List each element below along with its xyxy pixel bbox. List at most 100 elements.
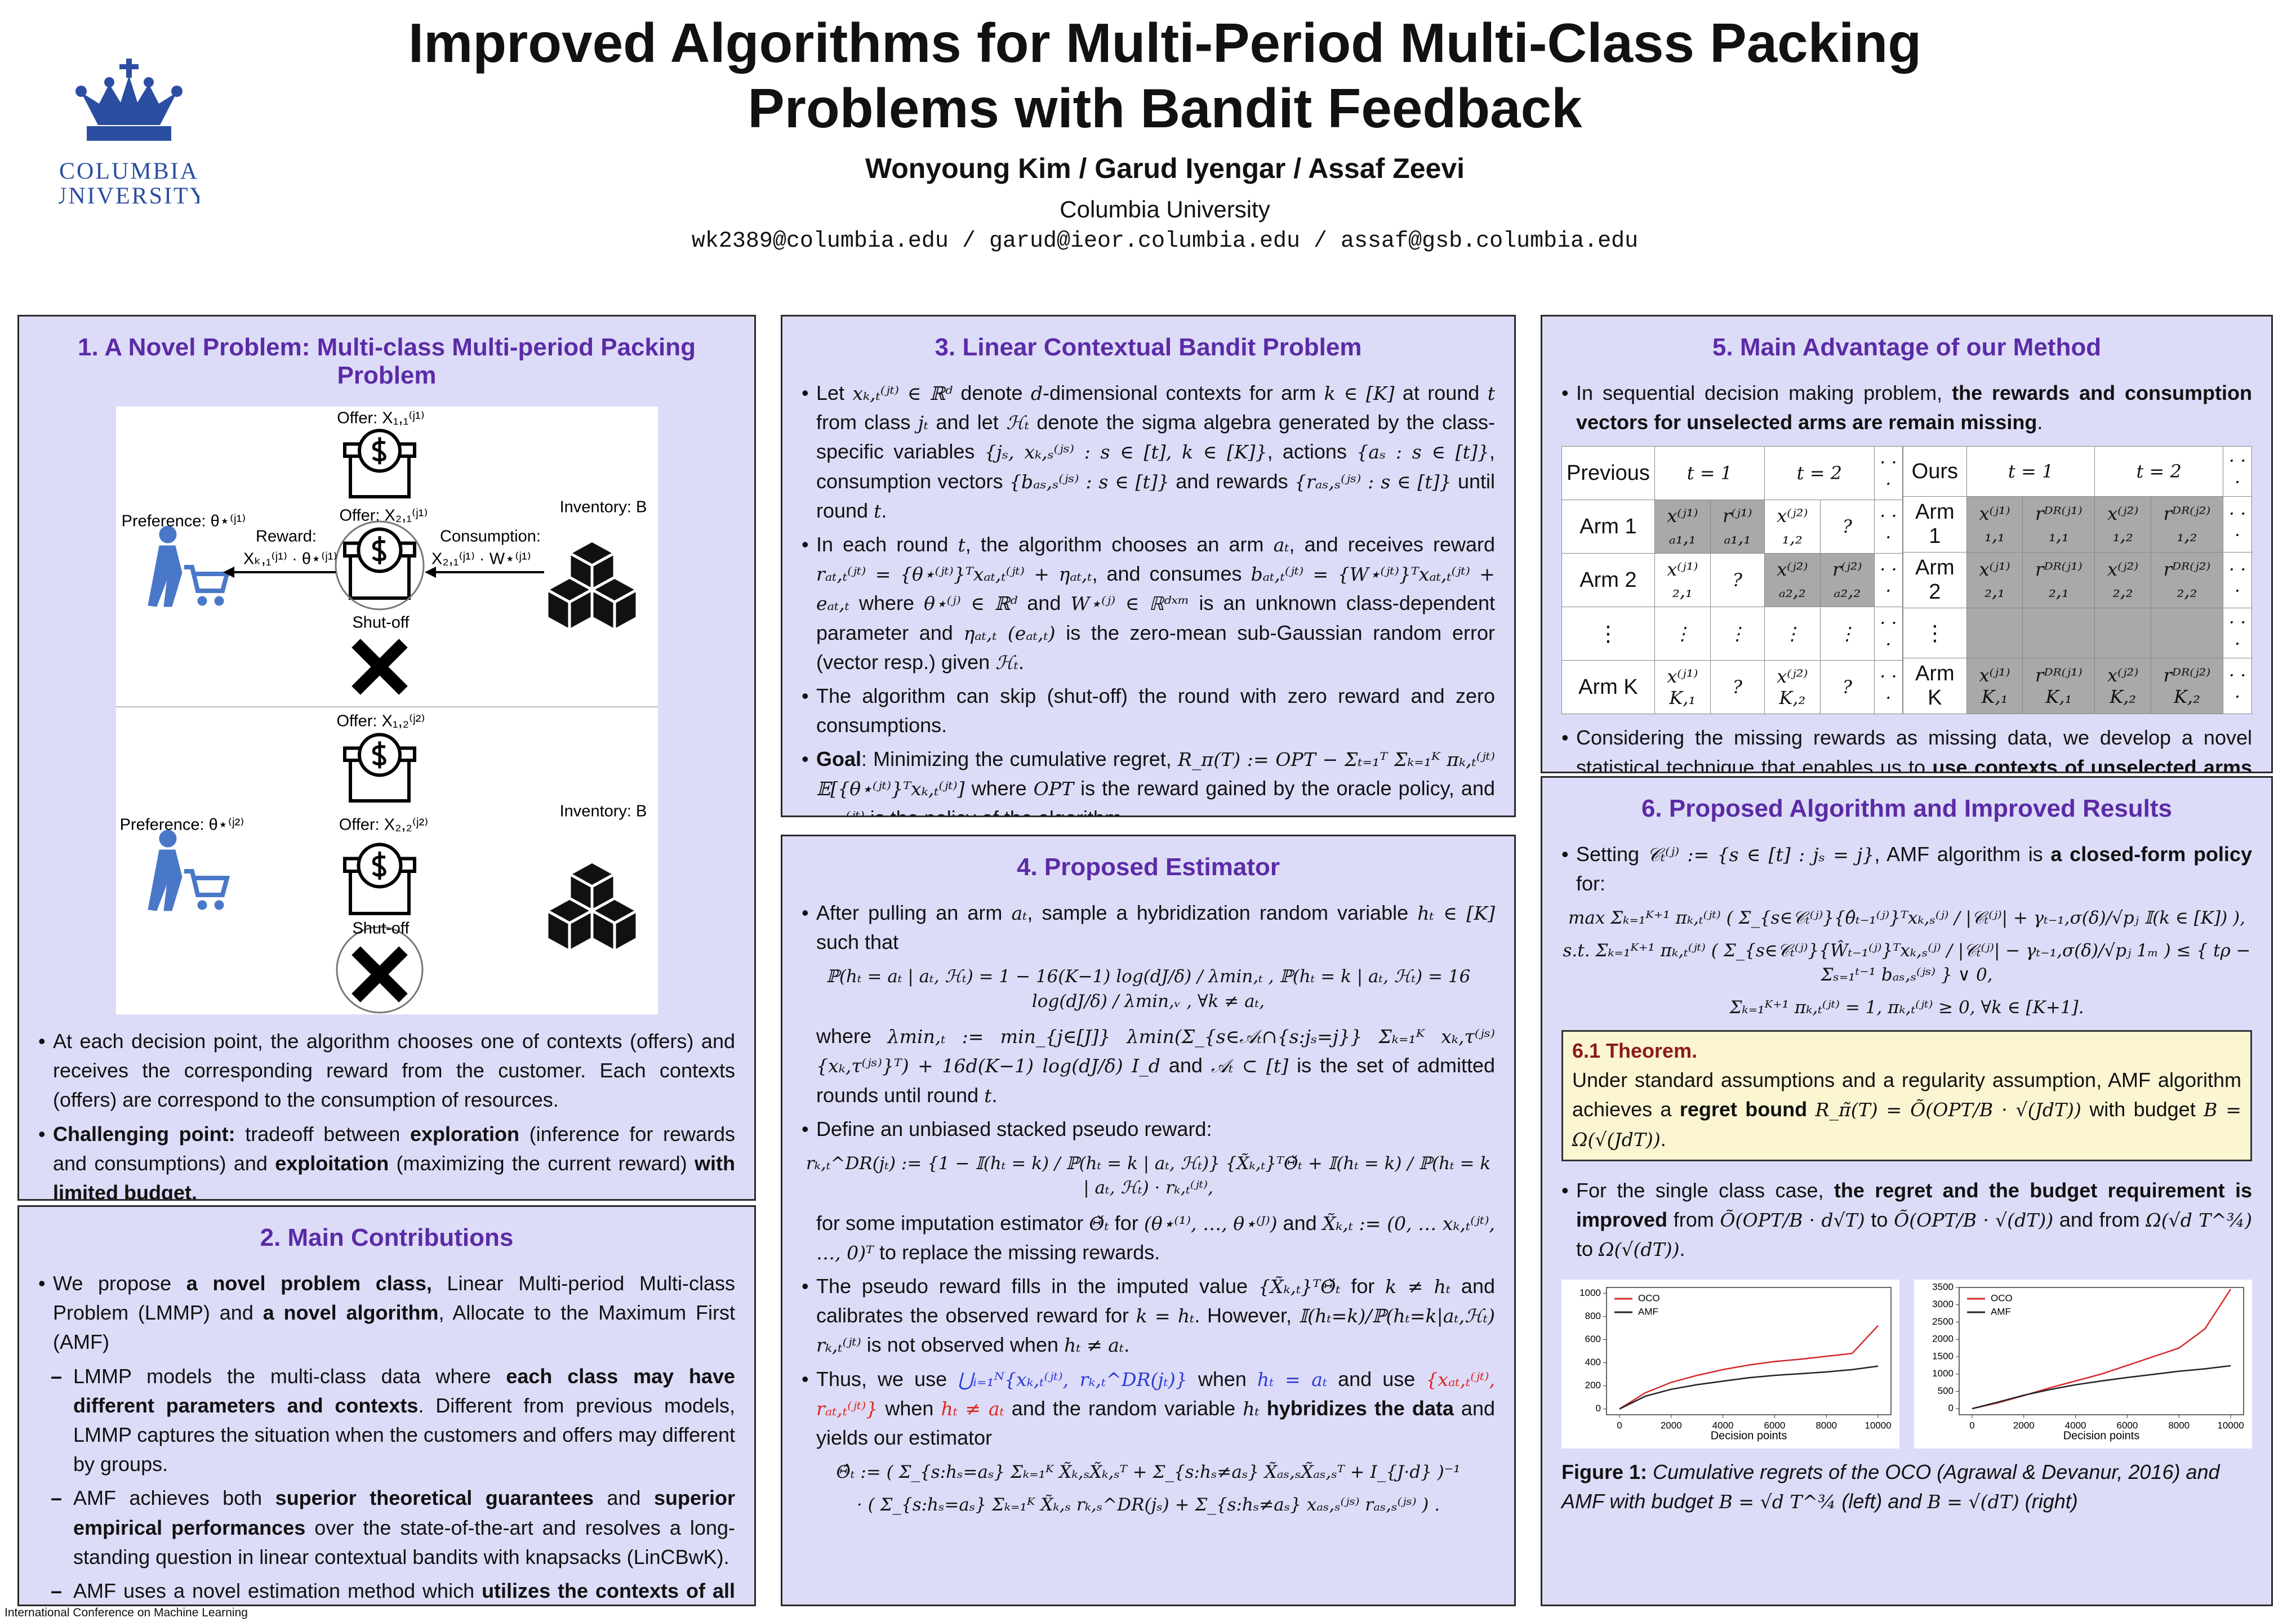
table-cell: ⋮ (1764, 607, 1821, 661)
legend-label: OCO (1991, 1293, 2013, 1304)
authors: Wonyoung Kim / Garud Iyengar / Assaf Zee… (865, 153, 1465, 184)
equation: rₖ,ₜ^DR(jₜ) := {1 − 𝕀(hₜ = k) / ℙ(hₜ = k… (806, 1153, 1491, 1198)
math: 𝒞ₜ⁽ʲ⁾ := {s ∈ [t] : jₛ = j} (1647, 844, 1875, 866)
text-run: and (1017, 591, 1071, 615)
x-tick-label: 8000 (2168, 1420, 2190, 1431)
text-run: Figure 1: (1561, 1460, 1648, 1484)
section-box: 5. Main Advantage of our Method In sequen… (1541, 315, 2273, 773)
text-run: is the reward gained by the oracle polic… (1074, 777, 1495, 800)
diagram-label: Shut-off (352, 920, 410, 938)
text-run: over the state-of-the-art and resolves a… (73, 1516, 735, 1568)
bullet: Challenging point: tradeoff between expl… (38, 1120, 735, 1199)
section-box: 3. Linear Contextual Bandit Problem Let x… (781, 315, 1516, 817)
diagram-label: Reward: (256, 528, 317, 546)
text-run: At each decision point, the algorithm ch… (53, 1030, 735, 1112)
series-line (1619, 1365, 1879, 1410)
text-run: and rewards (1169, 469, 1294, 493)
header-cell: · · · (2222, 446, 2253, 497)
text-run: the regret and the budget requirement is… (1576, 1178, 2252, 1231)
text-run: . (1679, 1237, 1685, 1261)
y-tick-label: 3500 (1932, 1282, 1954, 1293)
text-run: and let (928, 411, 1007, 434)
math: B = √(dT) (1927, 1491, 2019, 1513)
table-row: ⋮ · · · (1902, 608, 2253, 659)
text-run: (maximizing the current reward) (389, 1151, 695, 1175)
text-run: , AMF algorithm is (1874, 843, 2051, 866)
table-cell: x⁽ʲ¹⁾₁,₁ (1966, 496, 2023, 553)
table-cell: ? (1710, 660, 1765, 715)
y-tick-label: 1000 (1579, 1287, 1601, 1298)
section-box: 6. Proposed Algorithm and Improved Resul… (1541, 776, 2273, 1606)
offer-icon (342, 733, 416, 803)
header-cell: t = 2 (1764, 446, 1875, 501)
text-run: , actions (1267, 440, 1357, 464)
math: hₜ ∈ [K] (1417, 902, 1495, 924)
math: Õ(OPT/B · √(dT)) (1894, 1209, 2054, 1231)
bullet: We propose a novel problem class, Linear… (38, 1269, 735, 1357)
y-tick-label: 0 (1596, 1403, 1601, 1414)
table-row: Arm 2 x⁽ʲ¹⁾₂,₁? x⁽ʲ²⁾ₐ₂,₂ r⁽ʲ²⁾ₐ₂,₂ · · · (1561, 553, 1903, 608)
math: t (984, 1084, 992, 1107)
y-tick-label: 600 (1585, 1334, 1601, 1344)
text-run: where (964, 777, 1034, 800)
table-cell: · · · (2222, 608, 2253, 659)
para: where λmin,ₜ := min_{j∈[J]} λmin(Σ_{s∈𝒜ₜ… (802, 1022, 1495, 1110)
problem-diagram: Offer: X₁,₁⁽ʲ¹⁾ Preference: θ⋆⁽ʲ¹⁾ Reward:… (115, 407, 658, 1014)
cube-edge (591, 909, 638, 951)
wheel (197, 596, 207, 606)
text-run: with budget (2081, 1098, 2204, 1121)
math: aₜ (1011, 902, 1027, 924)
cube-edge (591, 588, 638, 630)
y-tick-label: 800 (1585, 1311, 1601, 1321)
math: ℋₜ (1006, 412, 1030, 434)
x-tick-label: 2000 (1661, 1420, 1682, 1431)
table-row: ⋮ ⋮ ⋮ ⋮ ⋮ · · · (1561, 607, 1903, 661)
sub: AMF uses a novel estimation method which… (38, 1576, 735, 1605)
table-cell: ⋮ (1561, 607, 1655, 661)
selection-circle (335, 520, 424, 611)
inventory-icon (545, 539, 638, 632)
offer-icon (342, 429, 416, 498)
diagram-label: Xₖ,₁⁽ʲ¹⁾ · θ⋆⁽ʲ¹⁾ (243, 550, 337, 568)
table-cell: · · · (2222, 552, 2253, 609)
crown-icon (75, 59, 183, 141)
university-logo: COLUMBIA UNIVERSITY (59, 59, 199, 210)
math: B = Ω(√(JdT)) (1572, 1099, 2241, 1151)
text-run: is the zero-mean sub-Gaussian random err… (816, 621, 1495, 674)
text-run: denote (953, 381, 1031, 404)
logo-text: COLUMBIA (59, 159, 199, 185)
text-run: . (1660, 1127, 1666, 1151)
x-tick-label: 10000 (1865, 1420, 1891, 1431)
dollar-sign (371, 852, 386, 880)
math: ⋃ᵢ₌₁ᴺ{xₖ,ₜ⁽ʲᵗ⁾, rₖ,ₜ^DR(jₜ)} (958, 1368, 1187, 1391)
table-cell: Arm K (1561, 660, 1655, 715)
text-run: hybridizes the data (1266, 1396, 1454, 1420)
math: t (874, 500, 882, 522)
legend-label: AMF (1991, 1307, 2011, 1317)
math: hₜ (1243, 1397, 1260, 1420)
table-cell: rᴰᴿ⁽ʲ²⁾₂,₂ (2150, 552, 2223, 609)
diagram-label: Consumption: (440, 528, 541, 546)
table-cell: · · · (1874, 607, 1903, 661)
header-cell: · · · (1874, 446, 1903, 501)
shutoff-x (351, 639, 408, 695)
table-cell (1966, 608, 2023, 659)
line-chart: 0 2000 4000 6000 8000 10000 0 500 1000 1500 2000 25… (1914, 1280, 2252, 1449)
text-run: Setting (1576, 843, 1647, 866)
math: 𝒜ₜ ⊂ [t] (1211, 1055, 1289, 1077)
table-cell: ⋮ (1654, 607, 1711, 661)
diagram-label: Preference: θ⋆⁽ʲ¹⁾ (121, 513, 246, 531)
text-run: to replace the missing rewards. (874, 1240, 1160, 1264)
bullet: After pulling an arm aₜ, sample a hybrid… (802, 898, 1495, 957)
sub: LMMP models the multi-class data where e… (38, 1362, 735, 1480)
bullet: Goal: Minimizing the cumulative regret, … (802, 745, 1495, 816)
math: Θ̌ₜ (1089, 1212, 1109, 1235)
dollar-sign (371, 437, 386, 465)
wheel (214, 900, 224, 910)
bullet: Define an unbiased stacked pseudo reward… (802, 1115, 1495, 1144)
math: {bₐₛ,ₛ⁽ʲˢ⁾ : s ∈ [t]} (1009, 470, 1169, 493)
text-run: and use (1327, 1367, 1426, 1391)
diagram-label: Shut-off (352, 614, 410, 632)
